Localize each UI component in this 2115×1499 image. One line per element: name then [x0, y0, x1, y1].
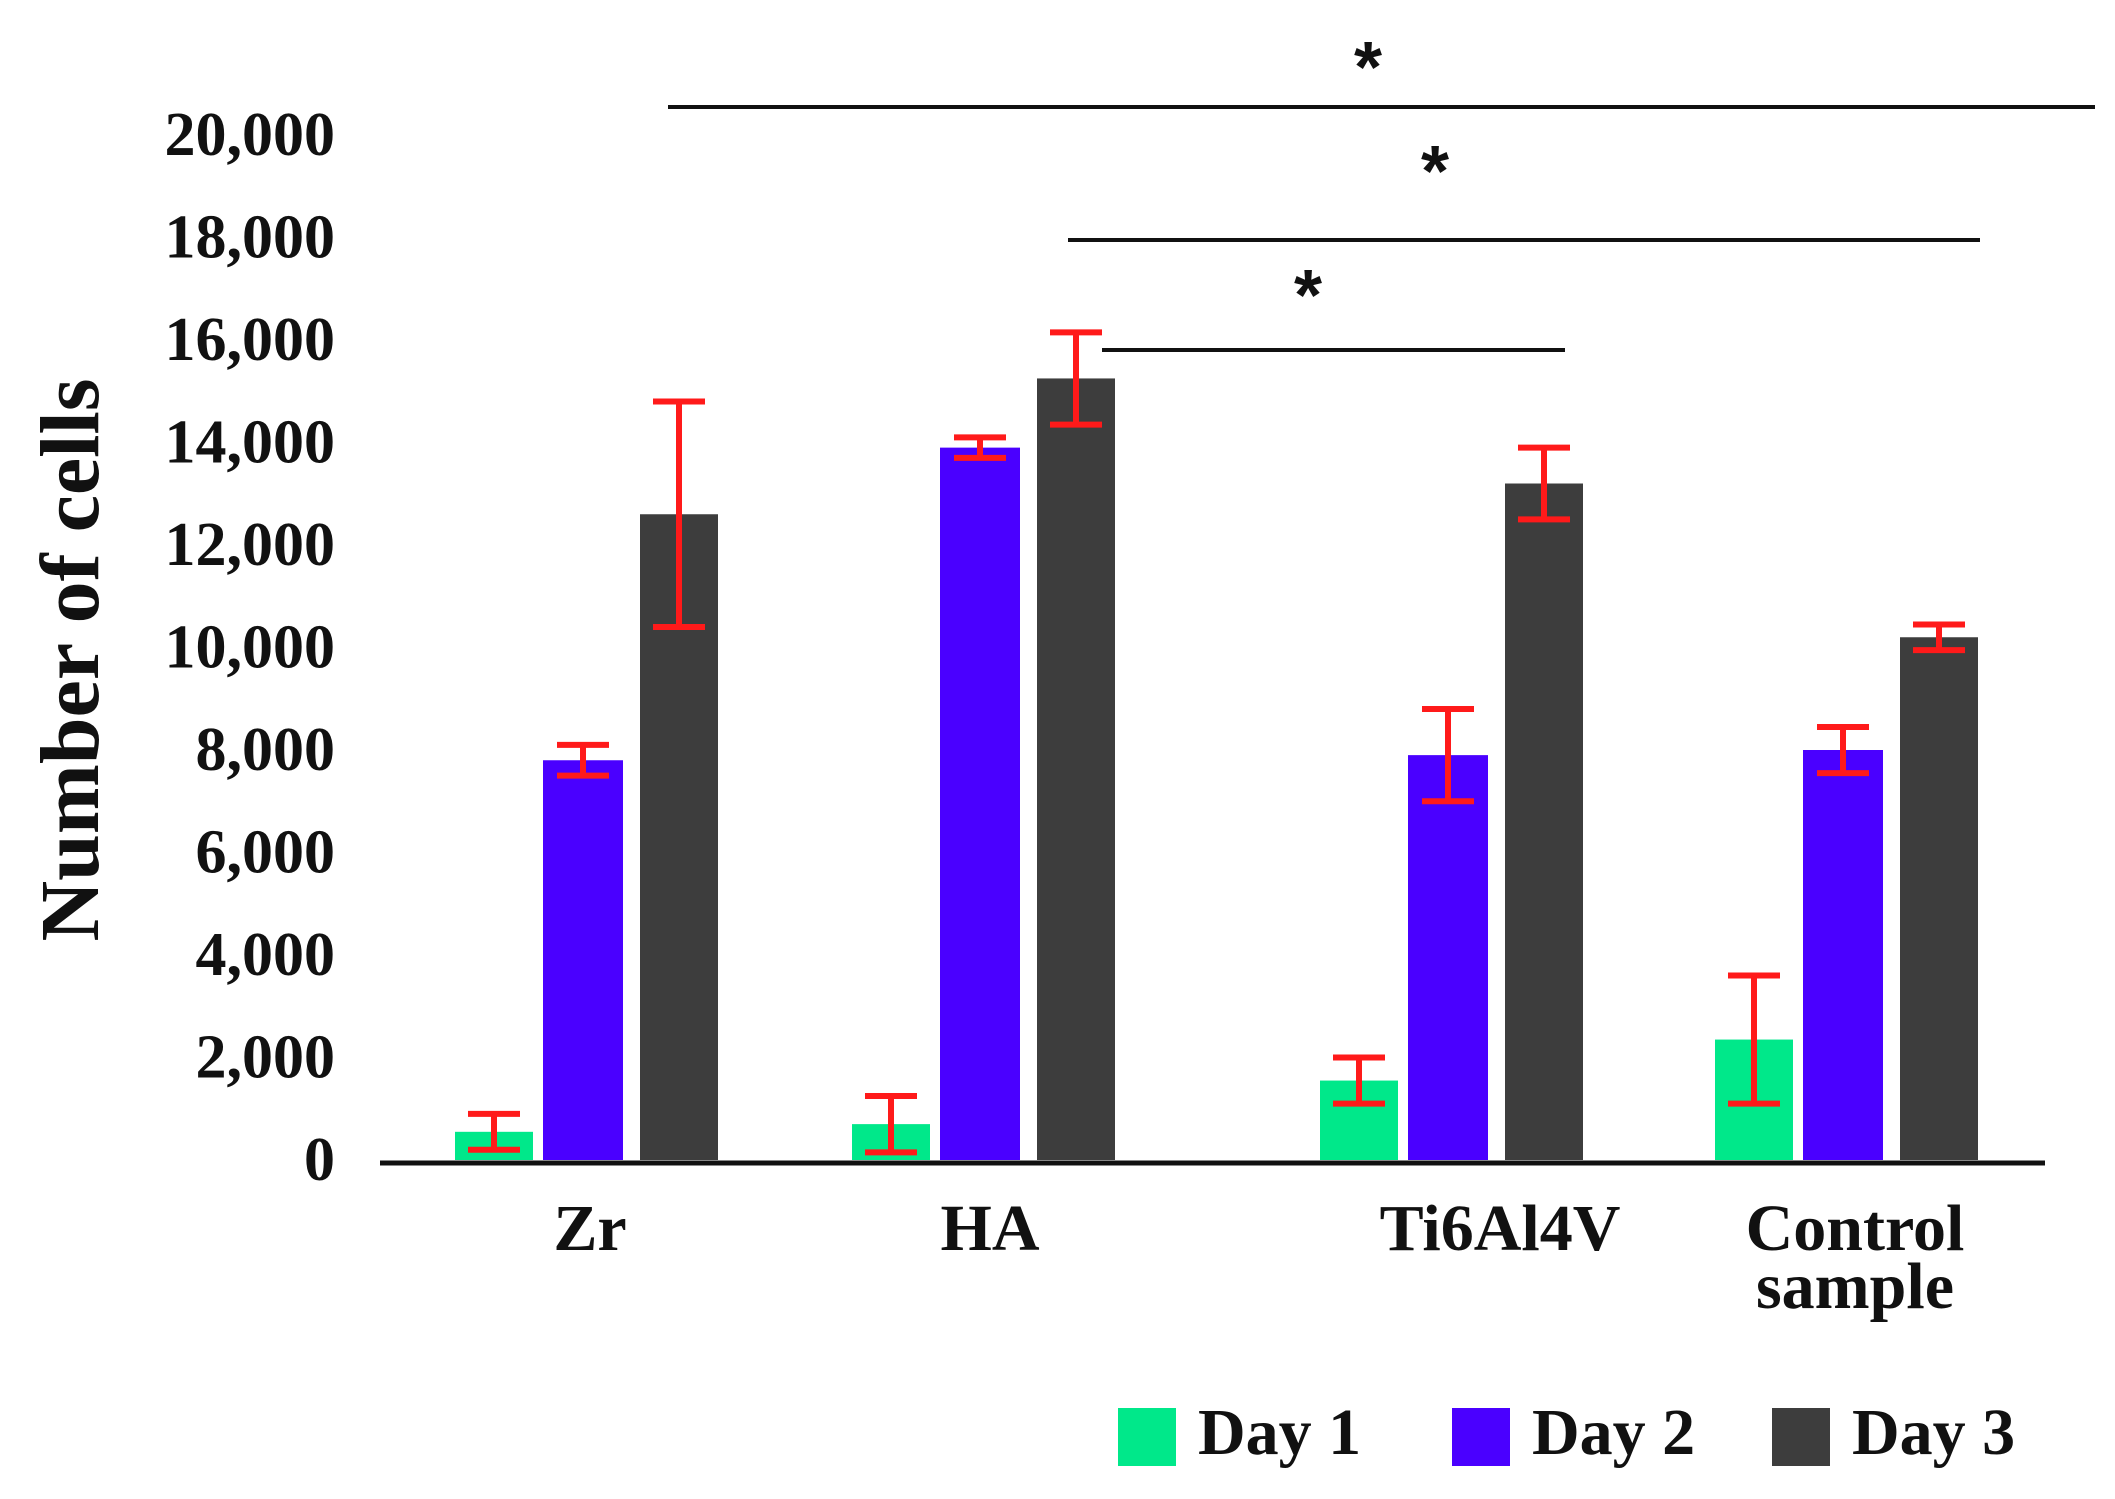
significance-star: *	[1294, 256, 1322, 336]
x-category-label: Ti6Al4V	[1380, 1192, 1621, 1265]
y-tick-label: 4,000	[196, 921, 336, 989]
bar-day-2	[543, 760, 623, 1160]
significance-star: *	[1354, 28, 1382, 108]
legend-label: Day 3	[1852, 1396, 2015, 1469]
error-bar	[865, 1092, 917, 1156]
significance-annotations: * * *	[668, 28, 2095, 352]
error-bar	[557, 741, 609, 779]
legend-swatch-day-2	[1452, 1408, 1510, 1466]
error-bar	[1333, 1054, 1385, 1107]
error-bar	[653, 398, 705, 630]
error-bars	[468, 329, 1965, 1156]
y-tick-label: 18,000	[165, 204, 336, 272]
x-category-label: Control	[1746, 1192, 1965, 1265]
bar-day-2	[940, 447, 1020, 1160]
error-bar	[954, 434, 1006, 461]
legend-swatch-day-1	[1118, 1408, 1176, 1466]
bar-day-2	[1408, 755, 1488, 1160]
error-bar	[1518, 444, 1570, 523]
y-axis-title: Number of cells	[24, 378, 117, 941]
error-bar	[1913, 621, 1965, 654]
bar-day-3	[1505, 483, 1583, 1160]
legend-label: Day 2	[1532, 1396, 1695, 1469]
x-category-label: sample	[1756, 1250, 1954, 1323]
legend-swatch-day-3	[1772, 1408, 1830, 1466]
y-tick-label: 2,000	[196, 1024, 336, 1092]
bar-day-2	[1803, 750, 1883, 1160]
bar-day-3	[1037, 378, 1115, 1160]
error-bar	[1817, 723, 1869, 777]
legend-label: Day 1	[1198, 1396, 1361, 1469]
x-category-label: Zr	[553, 1192, 626, 1265]
error-bar	[1422, 706, 1474, 805]
error-bar	[1728, 972, 1780, 1107]
y-tick-label: 10,000	[165, 614, 336, 682]
y-tick-label: 12,000	[165, 511, 336, 579]
y-tick-label: 16,000	[165, 306, 336, 374]
y-tick-label: 14,000	[165, 409, 336, 477]
error-bar	[1050, 329, 1102, 428]
y-tick-label: 0	[304, 1126, 335, 1194]
bar-day-3	[1900, 637, 1978, 1160]
x-category-label: HA	[941, 1192, 1040, 1265]
bars	[455, 378, 1978, 1160]
significance-star: *	[1421, 132, 1449, 212]
y-axis-ticks: 0 2,000 4,000 6,000 8,000 10,000 12,000 14,000 1…	[165, 101, 336, 1194]
y-tick-label: 6,000	[196, 819, 336, 887]
y-tick-label: 20,000	[165, 101, 336, 169]
error-bar	[468, 1110, 520, 1153]
y-tick-label: 8,000	[196, 716, 336, 784]
legend: Day 1 Day 2 Day 3	[1118, 1396, 2015, 1469]
